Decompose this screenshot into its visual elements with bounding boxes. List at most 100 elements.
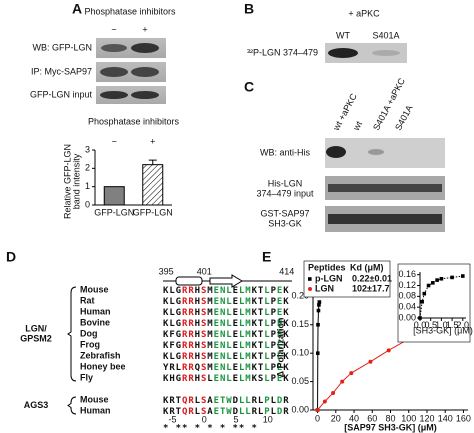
species: Honey bee xyxy=(80,361,126,371)
y-tick-label: 1 xyxy=(85,181,90,191)
blots-a xyxy=(96,38,166,104)
lane-label: WT xyxy=(336,30,350,40)
point xyxy=(315,351,320,355)
lane-label: S401A xyxy=(393,103,415,132)
point xyxy=(426,283,431,288)
lane-label: − xyxy=(111,24,116,34)
header: + aPKC xyxy=(348,8,380,18)
position-number: 10 xyxy=(263,414,273,424)
y-tick-label: 3 xyxy=(85,144,90,154)
sequence: KLGRRHSMENLELMKTLPEK xyxy=(163,352,290,362)
x-tick-label: 160 xyxy=(456,414,471,424)
series-line xyxy=(317,301,320,411)
species: Mouse xyxy=(80,394,109,404)
residue-number: 395 xyxy=(159,266,174,276)
species: Human xyxy=(80,405,111,415)
error-bar xyxy=(148,159,157,165)
legend-frame xyxy=(303,260,391,298)
blots-c xyxy=(325,138,445,232)
species: Mouse xyxy=(80,284,109,294)
x-tick-label: 1.0 xyxy=(435,320,448,330)
point xyxy=(317,303,321,307)
x-tick-label: 0.0 xyxy=(414,320,427,330)
blot-label: GST-SAP97 xyxy=(260,208,309,218)
inset-frame xyxy=(397,263,471,343)
y-tick-label: 0.20 xyxy=(291,291,309,301)
blot-label: 374–479 input xyxy=(256,188,314,198)
y-tick-label: 0.00 xyxy=(291,404,309,414)
blot-label: SH3-GK xyxy=(268,218,302,228)
species: Dog xyxy=(80,328,98,338)
point xyxy=(450,275,454,280)
point xyxy=(340,379,345,384)
y-axis-label: Δ Polarization xyxy=(275,318,285,378)
position-number: 0 xyxy=(202,414,207,424)
sequence: KFGRRHSMENLELMKTLPEK xyxy=(163,330,290,340)
legend-title: Peptides xyxy=(308,262,346,272)
point xyxy=(439,276,444,281)
header: Phosphatase inhibitors xyxy=(84,6,176,16)
sequence: KRTQRLSAETWDLLRLPLDR xyxy=(163,407,290,417)
x-tick-label: GFP-LGN xyxy=(94,207,134,217)
x-axis-label: [SAP97 SH3-GK] (μM) xyxy=(344,422,437,432)
panel-label: D xyxy=(6,249,16,265)
group-brace xyxy=(67,396,77,415)
point xyxy=(431,281,435,285)
blot-label: WB: GFP-LGN xyxy=(32,42,92,52)
x-tick-label: 0 xyxy=(315,414,320,424)
group-label: GPSM2 xyxy=(20,333,52,343)
x-axis-label: [SH3-GK] (μM) xyxy=(413,326,473,336)
sequence: KLGRRHSMENLELMKTLPEK xyxy=(163,308,290,318)
y-tick-label: 0.08 xyxy=(398,291,416,301)
y-tick-label: 0.04 xyxy=(398,302,416,312)
residue-number: 414 xyxy=(279,266,294,276)
point xyxy=(368,359,373,364)
lane-label: wt xyxy=(351,119,365,133)
panel-label: B xyxy=(244,1,254,17)
x-tick-label: 140 xyxy=(438,414,453,424)
point xyxy=(316,322,320,327)
panel-label: E xyxy=(262,249,271,265)
species: Fly xyxy=(80,372,93,382)
blot-label: ³²P-LGN 374–479 xyxy=(247,47,318,57)
point xyxy=(315,408,320,412)
x-tick-label: 120 xyxy=(419,414,434,424)
point xyxy=(349,371,354,376)
lane-label: + xyxy=(142,24,147,34)
y-axis-label: Relative GFP-LGN xyxy=(62,144,72,219)
panel-label: A xyxy=(72,1,82,17)
bar xyxy=(103,186,125,206)
species: Rat xyxy=(80,295,95,305)
sequence: KHGRRHSLENLELMKSLPEK xyxy=(163,374,290,384)
point xyxy=(435,278,439,282)
blot-label: IP: Myc-SAP97 xyxy=(31,66,92,76)
secondary-structure xyxy=(163,274,292,288)
legend-marker xyxy=(308,277,312,281)
legend-kd: 102±17.7 xyxy=(352,283,389,293)
y-tick-label: 2 xyxy=(85,163,90,173)
chart-title: Phosphatase inhibitors xyxy=(88,116,180,126)
sequence: KLGRRHSMENLELMKTLPEK xyxy=(163,319,290,329)
y-tick-label: 0 xyxy=(85,199,90,209)
y-tick-label: 0.12 xyxy=(398,280,416,290)
legend-label: LGN xyxy=(315,283,334,293)
species: Zebrafish xyxy=(80,350,121,360)
point xyxy=(418,316,422,320)
y-axis-label: band intensity xyxy=(71,153,81,209)
group-label: AGS3 xyxy=(24,400,49,410)
sequence: YRLRRQSMENLELMKTLPEK xyxy=(163,363,290,373)
blot-label: GFP-LGN input xyxy=(30,89,93,99)
panel-label: C xyxy=(244,79,254,95)
lane-label: S401A xyxy=(372,30,399,40)
legend-title: Kd (μM) xyxy=(350,262,384,272)
sequence: KLGRRHSMENLELMKTLPEK xyxy=(163,297,290,307)
point xyxy=(460,274,465,278)
position-number: 5 xyxy=(234,414,239,424)
legend-kd: 0.22±0.01 xyxy=(352,273,392,283)
point xyxy=(420,299,424,304)
residue-number: 401 xyxy=(197,266,212,276)
x-tick-label: 20 xyxy=(331,414,341,424)
blot-label: His-LGN xyxy=(268,178,303,188)
y-tick-label: 0.15 xyxy=(291,319,309,329)
